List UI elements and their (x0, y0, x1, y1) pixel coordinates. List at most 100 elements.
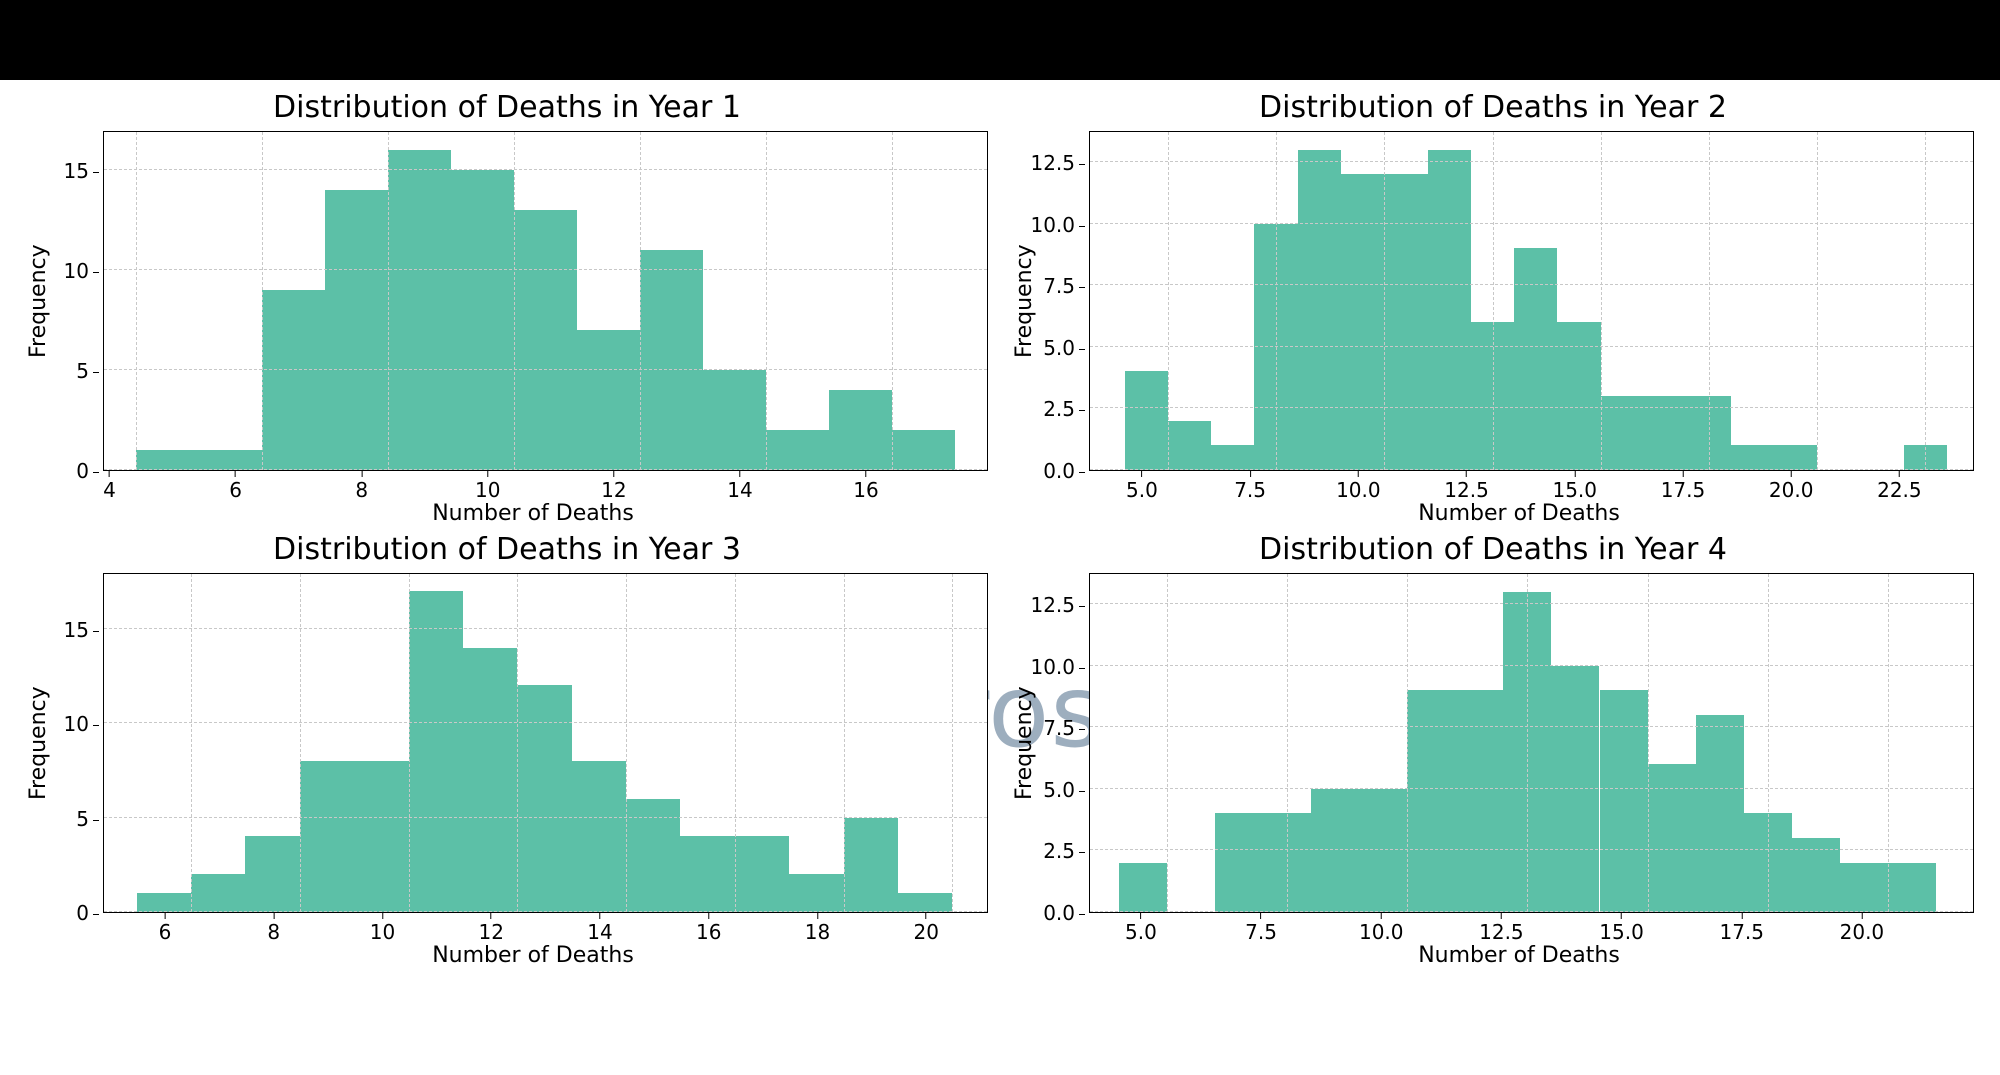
histogram-bar (136, 450, 199, 470)
histogram-bars (1090, 574, 1973, 912)
gridline-v (136, 132, 137, 470)
histogram-bar (191, 874, 245, 912)
x-ticks: 68101214161820 (78, 913, 948, 941)
y-tick-label: 2.5 (1043, 839, 1085, 863)
x-tick-label: 5.0 (1126, 471, 1158, 502)
histogram-bar (1731, 445, 1774, 470)
histogram-bar (451, 170, 514, 470)
y-tick-label: 7.5 (1043, 716, 1085, 740)
x-tick-label: 8 (267, 913, 280, 944)
gridline-h (1090, 603, 1973, 604)
histogram-bar (1551, 666, 1599, 912)
histogram-bar (1600, 690, 1648, 912)
histogram-bar (572, 761, 626, 912)
gridline-h (104, 269, 987, 270)
plot-area (1089, 573, 1974, 913)
x-tick-label: 20.0 (1840, 913, 1885, 944)
histogram-bar (517, 685, 571, 912)
x-tick-label: 17.5 (1719, 913, 1764, 944)
histogram-bar (514, 210, 577, 470)
y-tick-label: 10 (64, 259, 99, 283)
x-ticks: 46810121416 (78, 471, 948, 499)
y-tick-label: 15 (64, 618, 99, 642)
gridline-v (1167, 574, 1168, 912)
panel-year2: Distribution of Deaths in Year 2 Frequen… (1000, 86, 1986, 528)
histogram-bar (409, 591, 463, 912)
gridline-h (1090, 223, 1973, 224)
gridline-v (735, 574, 736, 912)
histogram-bar (388, 150, 451, 470)
gridline-h (1090, 726, 1973, 727)
y-tick-label: 5.0 (1043, 778, 1085, 802)
histogram-bar (1125, 371, 1168, 470)
y-tick-label: 10 (64, 712, 99, 736)
gridline-v (1888, 574, 1889, 912)
gridline-v (626, 574, 627, 912)
histogram-bar (1168, 421, 1211, 470)
x-tick-label: 18 (805, 913, 830, 944)
y-tick-label: 12.5 (1030, 151, 1085, 175)
gridline-v (766, 132, 767, 470)
gridline-h (104, 469, 987, 470)
histogram-bar (703, 370, 766, 470)
histogram-bar (892, 430, 955, 470)
x-tick-label: 22.5 (1877, 471, 1922, 502)
chart-grid: paulkedrosky.com Distribution of Deaths … (0, 80, 2000, 976)
histogram-bar (680, 836, 734, 912)
histogram-bar (1407, 690, 1455, 912)
x-tick-label: 8 (355, 471, 368, 502)
gridline-v (952, 574, 953, 912)
y-tick-label: 15 (64, 159, 99, 183)
gridline-v (1493, 132, 1494, 470)
x-tick-label: 15.0 (1552, 471, 1597, 502)
x-tick-label: 4 (103, 471, 116, 502)
gridline-v (1648, 574, 1649, 912)
x-tick-label: 12 (479, 913, 504, 944)
x-tick-label: 15.0 (1599, 913, 1644, 944)
gridline-v (1709, 132, 1710, 470)
chart-title: Distribution of Deaths in Year 1 (26, 90, 988, 125)
gridline-v (1407, 574, 1408, 912)
gridline-v (892, 132, 893, 470)
chart-title: Distribution of Deaths in Year 4 (1012, 532, 1974, 567)
y-axis-label: Frequency (26, 131, 51, 471)
gridline-v (844, 574, 845, 912)
gridline-h (1090, 849, 1973, 850)
histogram-bar (766, 430, 829, 470)
gridline-v (388, 132, 389, 470)
histogram-bar (829, 390, 892, 470)
histogram-bars (104, 574, 987, 912)
histogram-bar (1298, 150, 1341, 470)
x-axis-label: Number of Deaths (1064, 943, 1974, 968)
histogram-bar (640, 250, 703, 470)
gridline-v (1601, 132, 1602, 470)
y-ticks: 0.02.55.07.510.012.5 (1043, 573, 1089, 913)
histogram-bar (1840, 863, 1888, 912)
x-tick-label: 17.5 (1661, 471, 1706, 502)
x-tick-label: 10 (475, 471, 500, 502)
gridline-h (1090, 911, 1973, 912)
gridline-h (104, 817, 987, 818)
gridline-v (300, 574, 301, 912)
histogram-bar (1696, 715, 1744, 912)
y-axis-label: Frequency (1012, 573, 1037, 913)
histogram-bar (1215, 813, 1263, 912)
histogram-bar (1384, 174, 1427, 470)
gridline-v (1768, 574, 1769, 912)
histogram-bar (325, 190, 388, 470)
gridline-v (517, 574, 518, 912)
gridline-v (1527, 574, 1528, 912)
histogram-bar (463, 648, 517, 912)
panel-year1: Distribution of Deaths in Year 1 Frequen… (14, 86, 1000, 528)
panel-year4: Distribution of Deaths in Year 4 Frequen… (1000, 528, 1986, 970)
x-tick-label: 12 (601, 471, 626, 502)
histogram-bar (1428, 150, 1471, 470)
gridline-v (1925, 132, 1926, 470)
y-tick-label: 7.5 (1043, 274, 1085, 298)
histogram-bar (1455, 690, 1503, 912)
histogram-bar (844, 818, 898, 912)
y-tick-label: 5.0 (1043, 336, 1085, 360)
gridline-h (1090, 469, 1973, 470)
y-axis-label: Frequency (26, 573, 51, 913)
top-black-bar (0, 0, 2000, 80)
